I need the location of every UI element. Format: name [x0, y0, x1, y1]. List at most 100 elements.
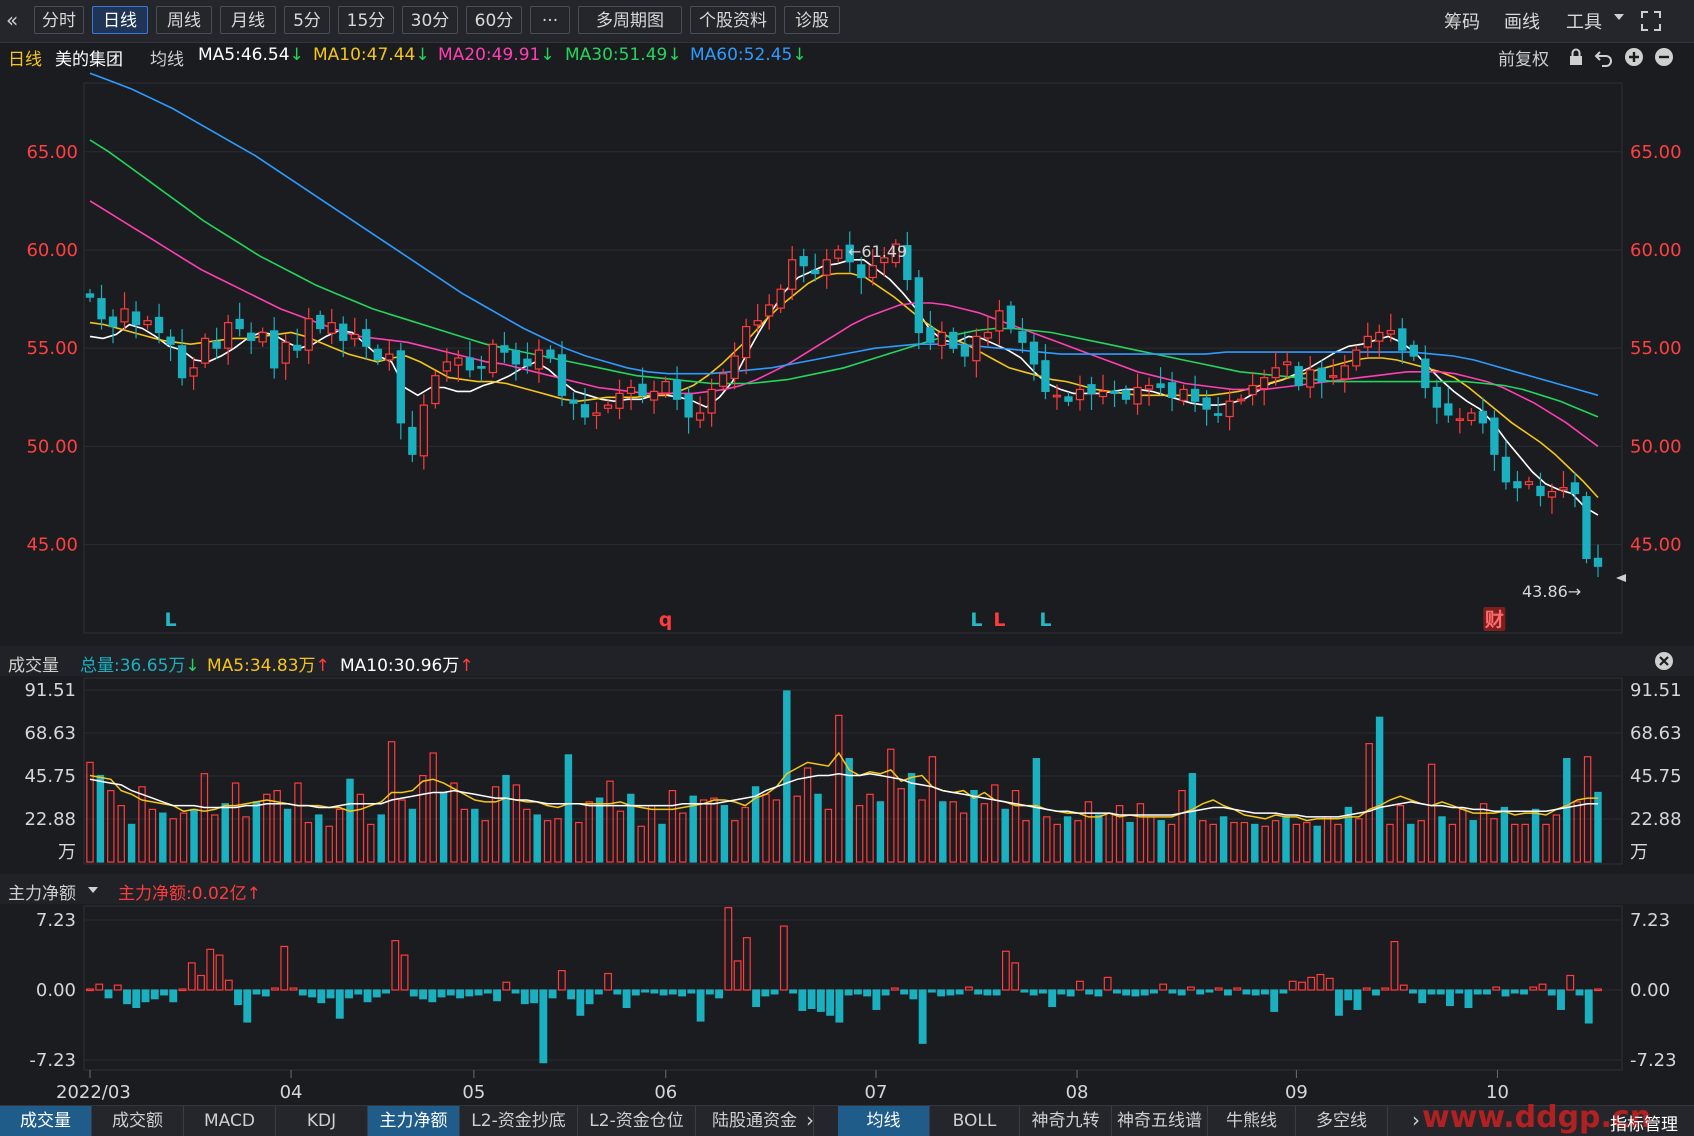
- period-button[interactable]: 60分: [466, 6, 522, 34]
- candle: [511, 349, 521, 365]
- toolbar-tools-button[interactable]: 工具: [1566, 12, 1602, 33]
- adjust-mode-label[interactable]: 前复权: [1498, 50, 1549, 70]
- volume-bar: [1199, 820, 1207, 863]
- chevron-down-icon[interactable]: [1614, 14, 1624, 20]
- flow-bar: [280, 945, 289, 991]
- indicator-tab[interactable]: 成交量: [0, 1106, 92, 1136]
- indicator-tab[interactable]: 陆股通资金: [696, 1106, 814, 1136]
- volume-bar: [710, 797, 718, 863]
- flow-bar: [1390, 940, 1399, 991]
- flow-bar: [335, 989, 344, 1019]
- fullscreen-icon[interactable]: [1640, 10, 1662, 32]
- period-button[interactable]: ···: [530, 6, 570, 34]
- candle: [1006, 305, 1016, 330]
- undo-icon[interactable]: [1594, 47, 1614, 67]
- overlay-tab[interactable]: 神奇九转: [1020, 1106, 1112, 1136]
- zoom-in-icon[interactable]: [1624, 47, 1644, 67]
- toolbar-chips-button[interactable]: 筹码: [1444, 12, 1480, 33]
- overlay-tab[interactable]: 多空线: [1296, 1106, 1388, 1136]
- volume-bar: [1240, 821, 1249, 863]
- volume-tick-label-right: 22.88: [1630, 809, 1682, 830]
- candle: [1041, 360, 1050, 392]
- signal-marker[interactable]: 财: [1485, 608, 1504, 631]
- flow-bar: [511, 989, 520, 994]
- ma-label[interactable]: 均线: [150, 50, 184, 70]
- candle: [1213, 413, 1223, 416]
- period-button[interactable]: 月线: [220, 6, 276, 34]
- period-button[interactable]: 个股资料: [690, 6, 776, 34]
- flow-bar: [872, 989, 881, 1010]
- ma-legend-item[interactable]: MA60:52.45↓: [690, 45, 807, 65]
- period-button[interactable]: 30分: [402, 6, 458, 34]
- collapse-left-icon[interactable]: «: [6, 8, 19, 32]
- signal-marker[interactable]: L: [993, 609, 1005, 631]
- volume-bar: [1188, 773, 1197, 863]
- trend-arrow-icon: ↑: [459, 656, 474, 676]
- candle: [937, 331, 947, 347]
- flow-bar: [224, 979, 233, 991]
- indicator-tab[interactable]: KDJ: [276, 1106, 368, 1136]
- indicator-tab[interactable]: 主力净额: [368, 1106, 460, 1136]
- volume-bar: [887, 748, 895, 863]
- x-tick-label: 09: [1285, 1082, 1308, 1103]
- candle: [1283, 361, 1292, 366]
- volume-bar: [1500, 806, 1509, 863]
- toolbar-draw-button[interactable]: 画线: [1504, 12, 1540, 33]
- volume-bar: [367, 823, 375, 863]
- chevron-down-icon[interactable]: [88, 887, 98, 893]
- indicator-tab[interactable]: 成交额: [92, 1106, 184, 1136]
- indicator-manage-button[interactable]: 指标管理: [1610, 1115, 1678, 1135]
- period-button[interactable]: 多周期图: [578, 6, 682, 34]
- stock-name[interactable]: 美的集团: [55, 50, 123, 70]
- ma-legend-item[interactable]: MA20:49.91↓: [438, 45, 555, 65]
- x-tick-label: 2022/03: [56, 1082, 131, 1103]
- indicator-tab[interactable]: MACD: [184, 1106, 276, 1136]
- overlay-tab[interactable]: BOLL: [930, 1106, 1020, 1136]
- volume-bar: [928, 756, 937, 863]
- candle: [1018, 331, 1027, 343]
- period-button[interactable]: 诊股: [784, 6, 840, 34]
- ma-legend-item[interactable]: MA30:51.49↓: [565, 45, 682, 65]
- flow-title[interactable]: 主力净额: [8, 884, 76, 904]
- close-icon[interactable]: [1654, 651, 1674, 671]
- lock-icon[interactable]: [1568, 48, 1584, 66]
- candle: [741, 325, 751, 359]
- ma-legend-item[interactable]: MA5:46.54↓: [198, 45, 304, 65]
- y-tick-label-right: 65.00: [1630, 142, 1682, 163]
- stock-chart[interactable]: 65.00 65.00 60.00 60.00 55.00 55.00 50.00 50.00…: [0, 70, 1694, 1105]
- indicator-tab[interactable]: L2-资金抄底: [460, 1106, 578, 1136]
- period-button[interactable]: 15分: [338, 6, 394, 34]
- volume-bar: [252, 801, 261, 863]
- period-button[interactable]: 5分: [284, 6, 330, 34]
- flow-bar: [613, 989, 622, 995]
- candle: [1179, 388, 1188, 402]
- flow-bar: [326, 989, 335, 999]
- volume-bar: [1157, 820, 1165, 863]
- volume-bar: [96, 774, 105, 863]
- period-button[interactable]: 分时: [34, 6, 84, 34]
- signal-marker[interactable]: L: [1039, 609, 1051, 631]
- signal-marker[interactable]: q: [659, 609, 673, 631]
- indicator-tab[interactable]: L2-资金仓位: [578, 1106, 696, 1136]
- flow-bar: [1520, 989, 1528, 995]
- overlay-tab[interactable]: 牛熊线: [1208, 1106, 1296, 1136]
- candle: [695, 412, 705, 421]
- zoom-out-icon[interactable]: [1654, 47, 1674, 67]
- period-button[interactable]: 日线: [92, 6, 148, 34]
- period-button[interactable]: 周线: [156, 6, 212, 34]
- earnings-marker-bg[interactable]: [1483, 607, 1506, 631]
- signal-marker[interactable]: L: [165, 609, 177, 631]
- flow-bar: [1251, 989, 1260, 996]
- ma-legend-item[interactable]: MA10:47.44↓: [313, 45, 430, 65]
- signal-marker[interactable]: L: [970, 609, 982, 631]
- chevron-right-icon[interactable]: ›: [806, 1108, 814, 1132]
- trend-arrow-icon: ↑: [315, 656, 330, 676]
- overlay-tab[interactable]: 均线: [838, 1106, 930, 1136]
- volume-title[interactable]: 成交量: [8, 656, 59, 676]
- candle: [1444, 403, 1453, 416]
- ma-line: [89, 258, 1599, 516]
- volume-bar: [387, 741, 396, 863]
- volume-bar: [481, 820, 489, 863]
- overlay-tab[interactable]: 神奇五线谱: [1112, 1106, 1208, 1136]
- chevron-right-icon[interactable]: ›: [1412, 1108, 1420, 1132]
